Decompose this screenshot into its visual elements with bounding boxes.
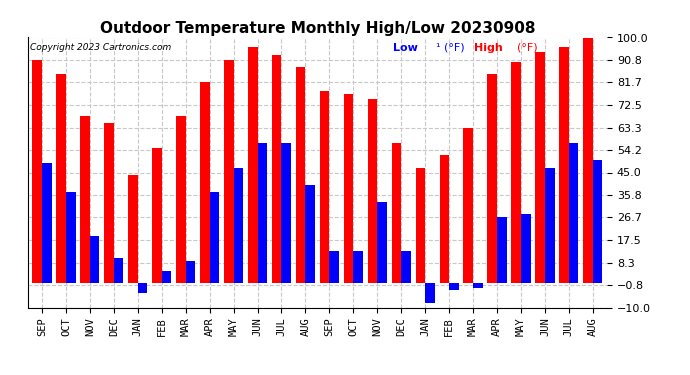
Bar	[90, 236, 99, 283]
Bar	[560, 47, 569, 283]
Bar	[487, 74, 497, 283]
Title: Outdoor Temperature Monthly High/Low 20230908: Outdoor Temperature Monthly High/Low 202…	[99, 21, 535, 36]
Text: Copyright 2023 Cartronics.com: Copyright 2023 Cartronics.com	[30, 43, 172, 52]
Bar	[583, 38, 593, 283]
Bar	[473, 283, 483, 288]
Bar	[161, 271, 171, 283]
Bar	[282, 143, 291, 283]
Bar	[42, 163, 52, 283]
Bar	[497, 217, 506, 283]
Bar	[248, 47, 257, 283]
Bar	[306, 185, 315, 283]
Bar	[200, 82, 210, 283]
Bar	[128, 175, 138, 283]
Bar	[593, 160, 602, 283]
Bar	[66, 192, 75, 283]
Bar	[329, 251, 339, 283]
Bar	[392, 143, 401, 283]
Bar	[344, 94, 353, 283]
Bar	[80, 116, 90, 283]
Bar	[449, 283, 459, 290]
Bar	[569, 143, 578, 283]
Bar	[535, 52, 545, 283]
Bar	[377, 202, 387, 283]
Bar	[257, 143, 267, 283]
Bar	[104, 123, 114, 283]
Bar	[545, 168, 555, 283]
Bar	[440, 155, 449, 283]
Bar	[296, 67, 306, 283]
Text: High: High	[474, 43, 502, 53]
Text: Low: Low	[393, 43, 417, 53]
Bar	[32, 60, 42, 283]
Bar	[425, 283, 435, 303]
Bar	[464, 128, 473, 283]
Bar	[57, 74, 66, 283]
Bar	[210, 192, 219, 283]
Text: (°F): (°F)	[518, 43, 538, 53]
Bar	[368, 99, 377, 283]
Bar	[114, 258, 124, 283]
Bar	[186, 261, 195, 283]
Bar	[319, 92, 329, 283]
Text: ¹ (°F): ¹ (°F)	[436, 43, 465, 53]
Bar	[176, 116, 186, 283]
Bar	[152, 148, 161, 283]
Bar	[224, 60, 234, 283]
Bar	[234, 168, 243, 283]
Bar	[401, 251, 411, 283]
Bar	[521, 214, 531, 283]
Bar	[138, 283, 148, 293]
Bar	[511, 62, 521, 283]
Bar	[353, 251, 363, 283]
Bar	[272, 55, 282, 283]
Bar	[415, 168, 425, 283]
